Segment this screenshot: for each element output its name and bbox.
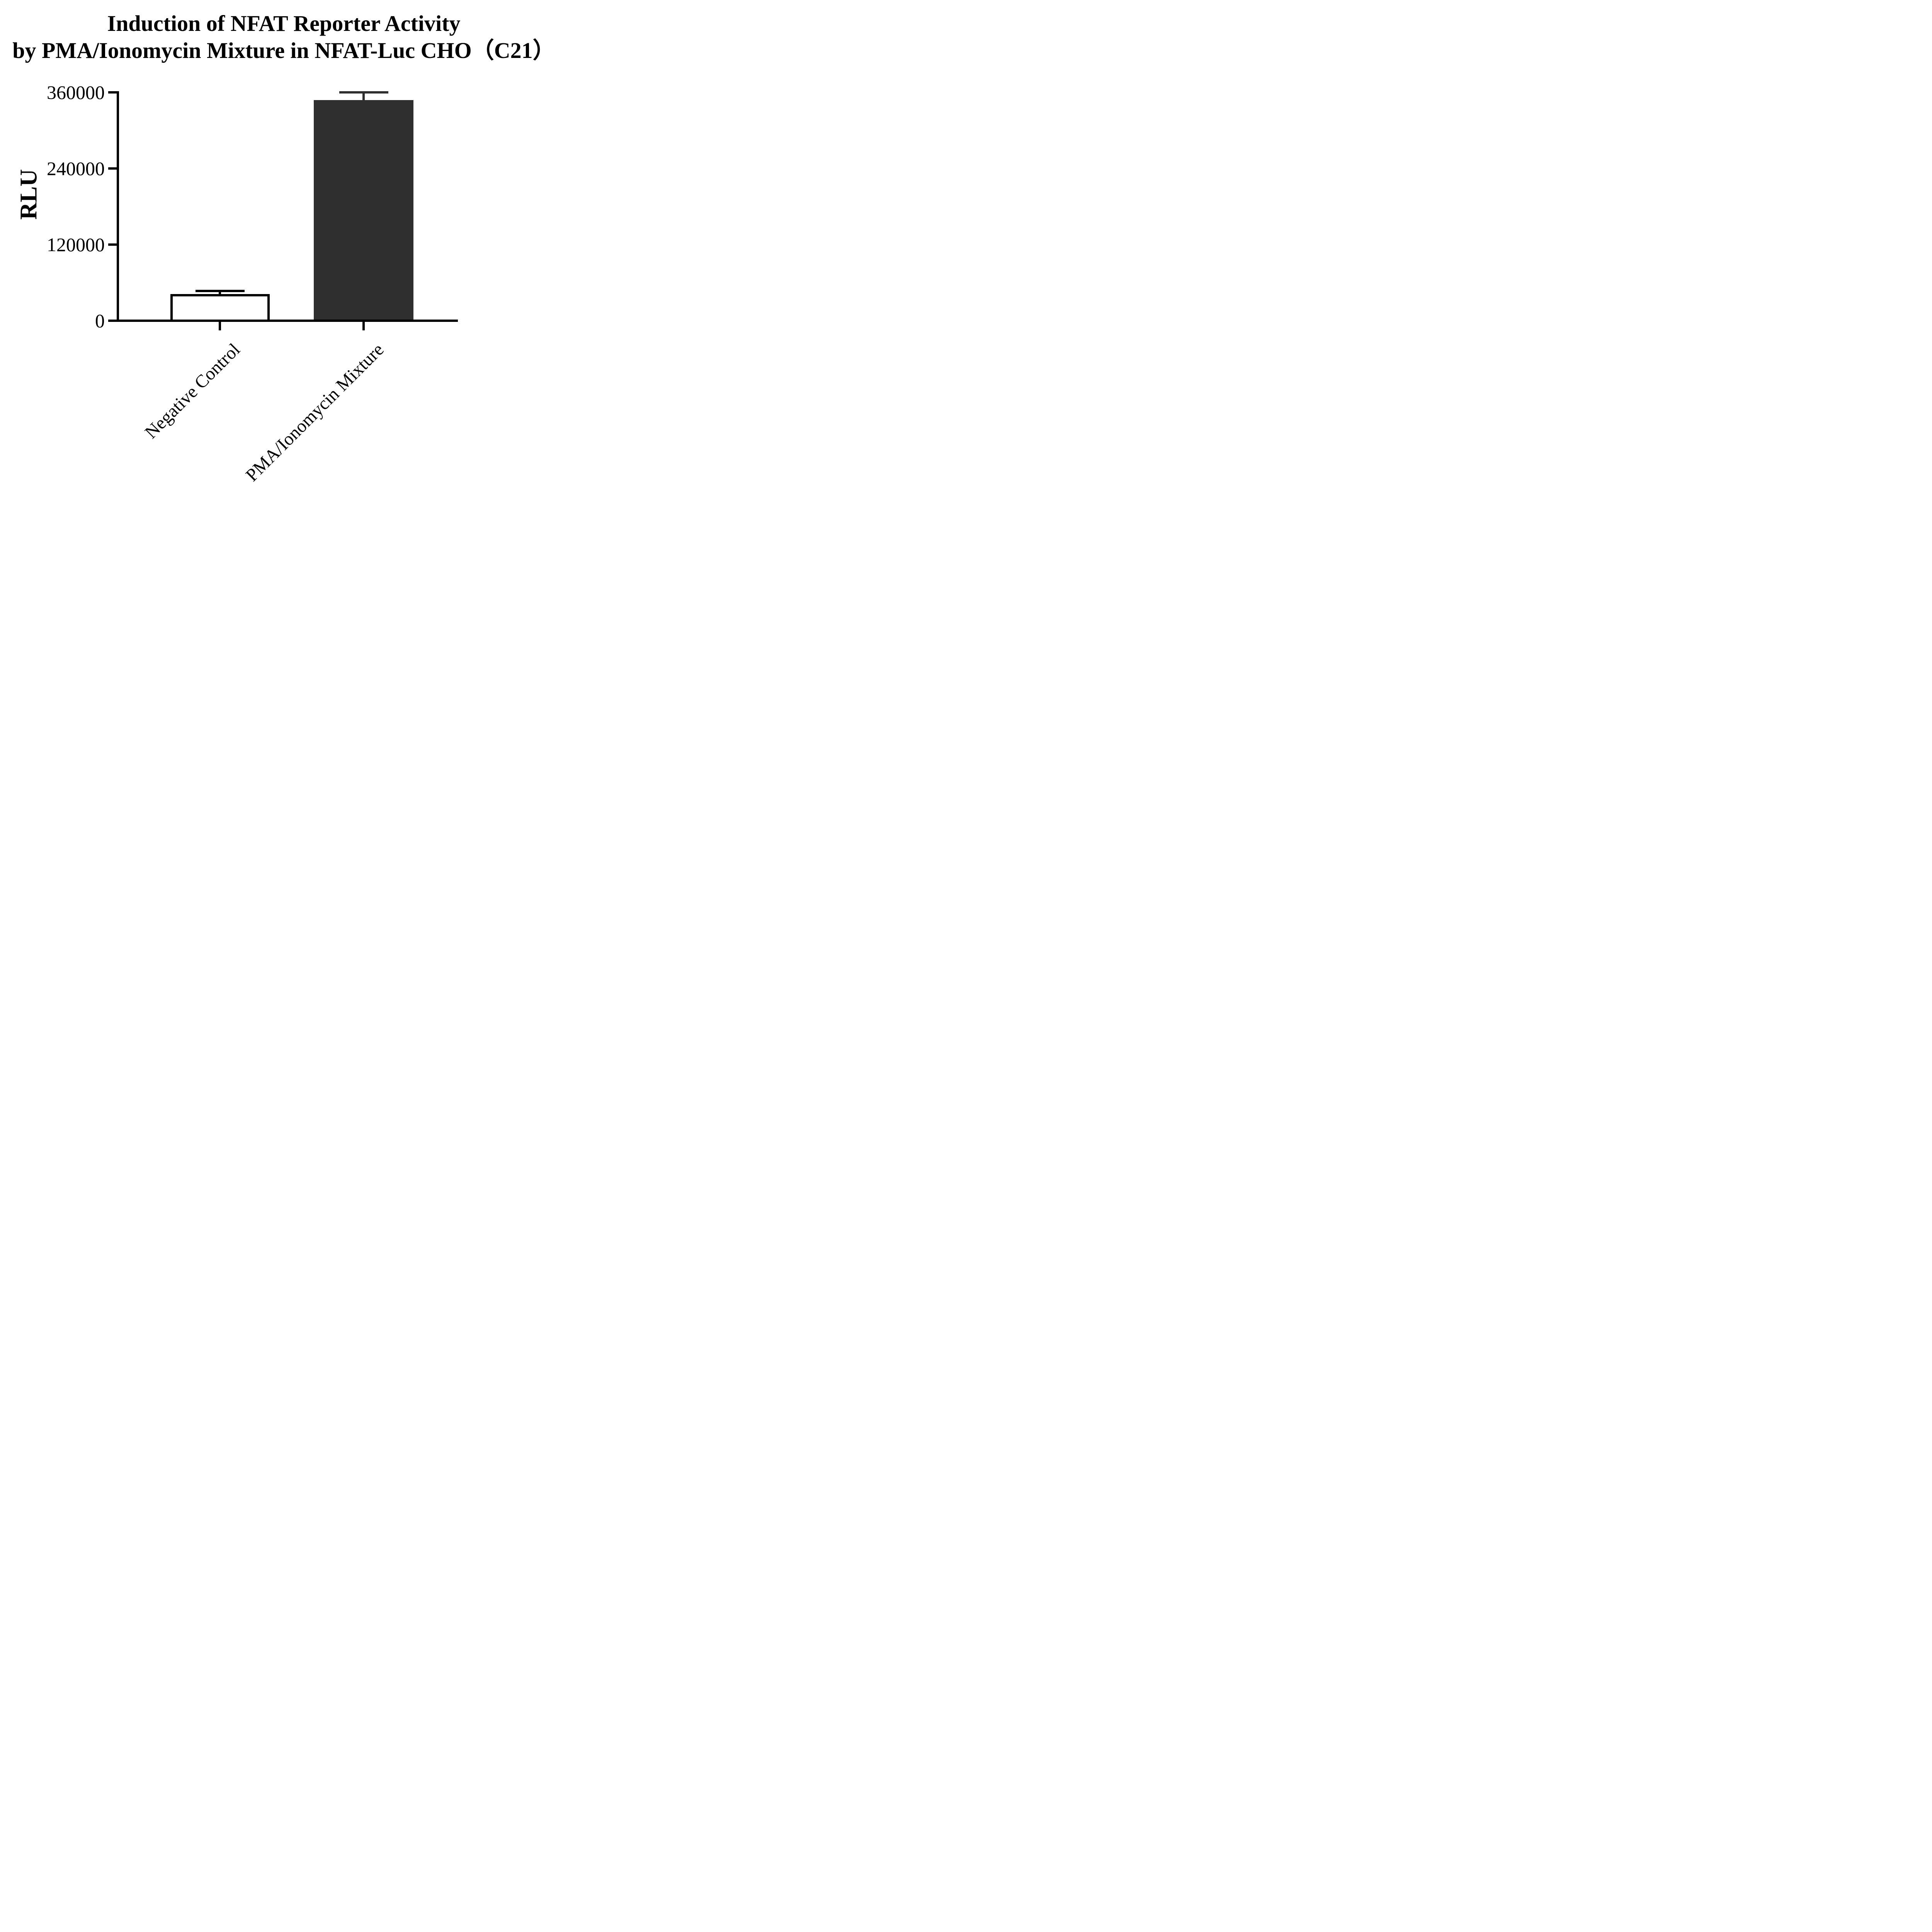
y-tick-240000 [108, 167, 117, 170]
y-tick-360000 [108, 91, 117, 94]
bar-negative-control [170, 294, 270, 322]
error-bar-cap-negative-control [195, 289, 245, 292]
y-axis-line [117, 91, 119, 322]
x-tick-label-negative-control: Negative Control [141, 339, 244, 443]
error-bar-stem-negative-control [219, 291, 221, 297]
x-axis-line [117, 320, 458, 322]
x-tick-negative-control [219, 322, 221, 330]
y-tick-0 [108, 320, 117, 322]
y-tick-label-240000: 240000 [47, 158, 105, 179]
y-tick-120000 [108, 243, 117, 246]
y-tick-label-360000: 360000 [47, 82, 105, 103]
bar-pma-ionomycin-mixture [314, 100, 414, 322]
x-tick-pma-ionomycin [362, 322, 365, 330]
error-bar-stem-pma-ionomycin [362, 92, 365, 102]
plot-area: 0 120000 240000 360000 Negative Control … [47, 82, 458, 485]
x-tick-label-pma-ionomycin-mixture: PMA/Ionomycin Mixture [242, 339, 388, 486]
chart-title-line1: Induction of NFAT Reporter Activity [107, 11, 461, 36]
chart-title-line2: by PMA/Ionomycin Mixture in NFAT-Luc CHO… [12, 37, 555, 63]
error-bar-cap-pma-ionomycin [339, 91, 388, 94]
bar-chart-figure: Induction of NFAT Reporter Activity by P… [0, 0, 568, 503]
y-tick-label-120000: 120000 [47, 234, 105, 255]
y-tick-label-0: 0 [95, 310, 105, 332]
chart-title: Induction of NFAT Reporter Activity by P… [0, 10, 568, 64]
